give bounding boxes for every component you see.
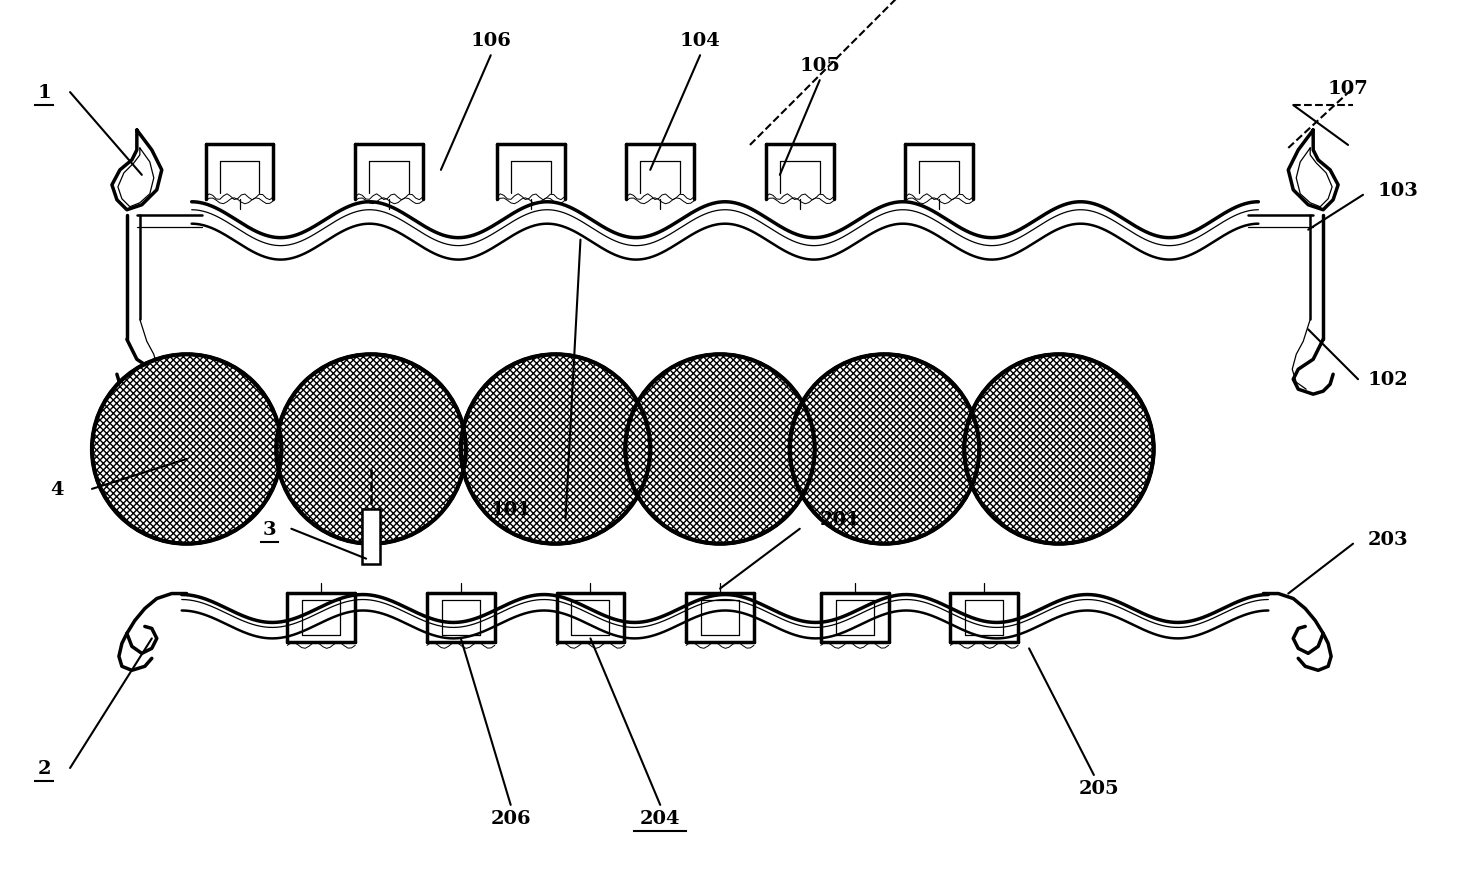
Text: 4: 4 [50, 480, 64, 498]
Text: 104: 104 [680, 32, 721, 50]
Text: 103: 103 [1377, 181, 1418, 199]
Circle shape [789, 355, 980, 544]
Text: 2: 2 [38, 759, 51, 777]
Text: 204: 204 [640, 809, 680, 827]
Circle shape [276, 355, 466, 544]
Circle shape [461, 355, 651, 544]
Text: 101: 101 [490, 501, 531, 519]
Text: 107: 107 [1327, 80, 1368, 98]
Text: 206: 206 [490, 809, 531, 827]
Circle shape [92, 355, 281, 544]
Bar [363, 510, 380, 564]
Text: 205: 205 [1079, 779, 1120, 797]
Text: 203: 203 [1367, 530, 1408, 548]
Circle shape [965, 355, 1154, 544]
Text: 3: 3 [263, 520, 276, 538]
Text: 105: 105 [800, 57, 841, 75]
Text: 102: 102 [1367, 371, 1408, 389]
Text: 106: 106 [471, 32, 512, 50]
Text: 201: 201 [819, 510, 860, 528]
Text: 1: 1 [37, 84, 51, 102]
Circle shape [626, 355, 814, 544]
